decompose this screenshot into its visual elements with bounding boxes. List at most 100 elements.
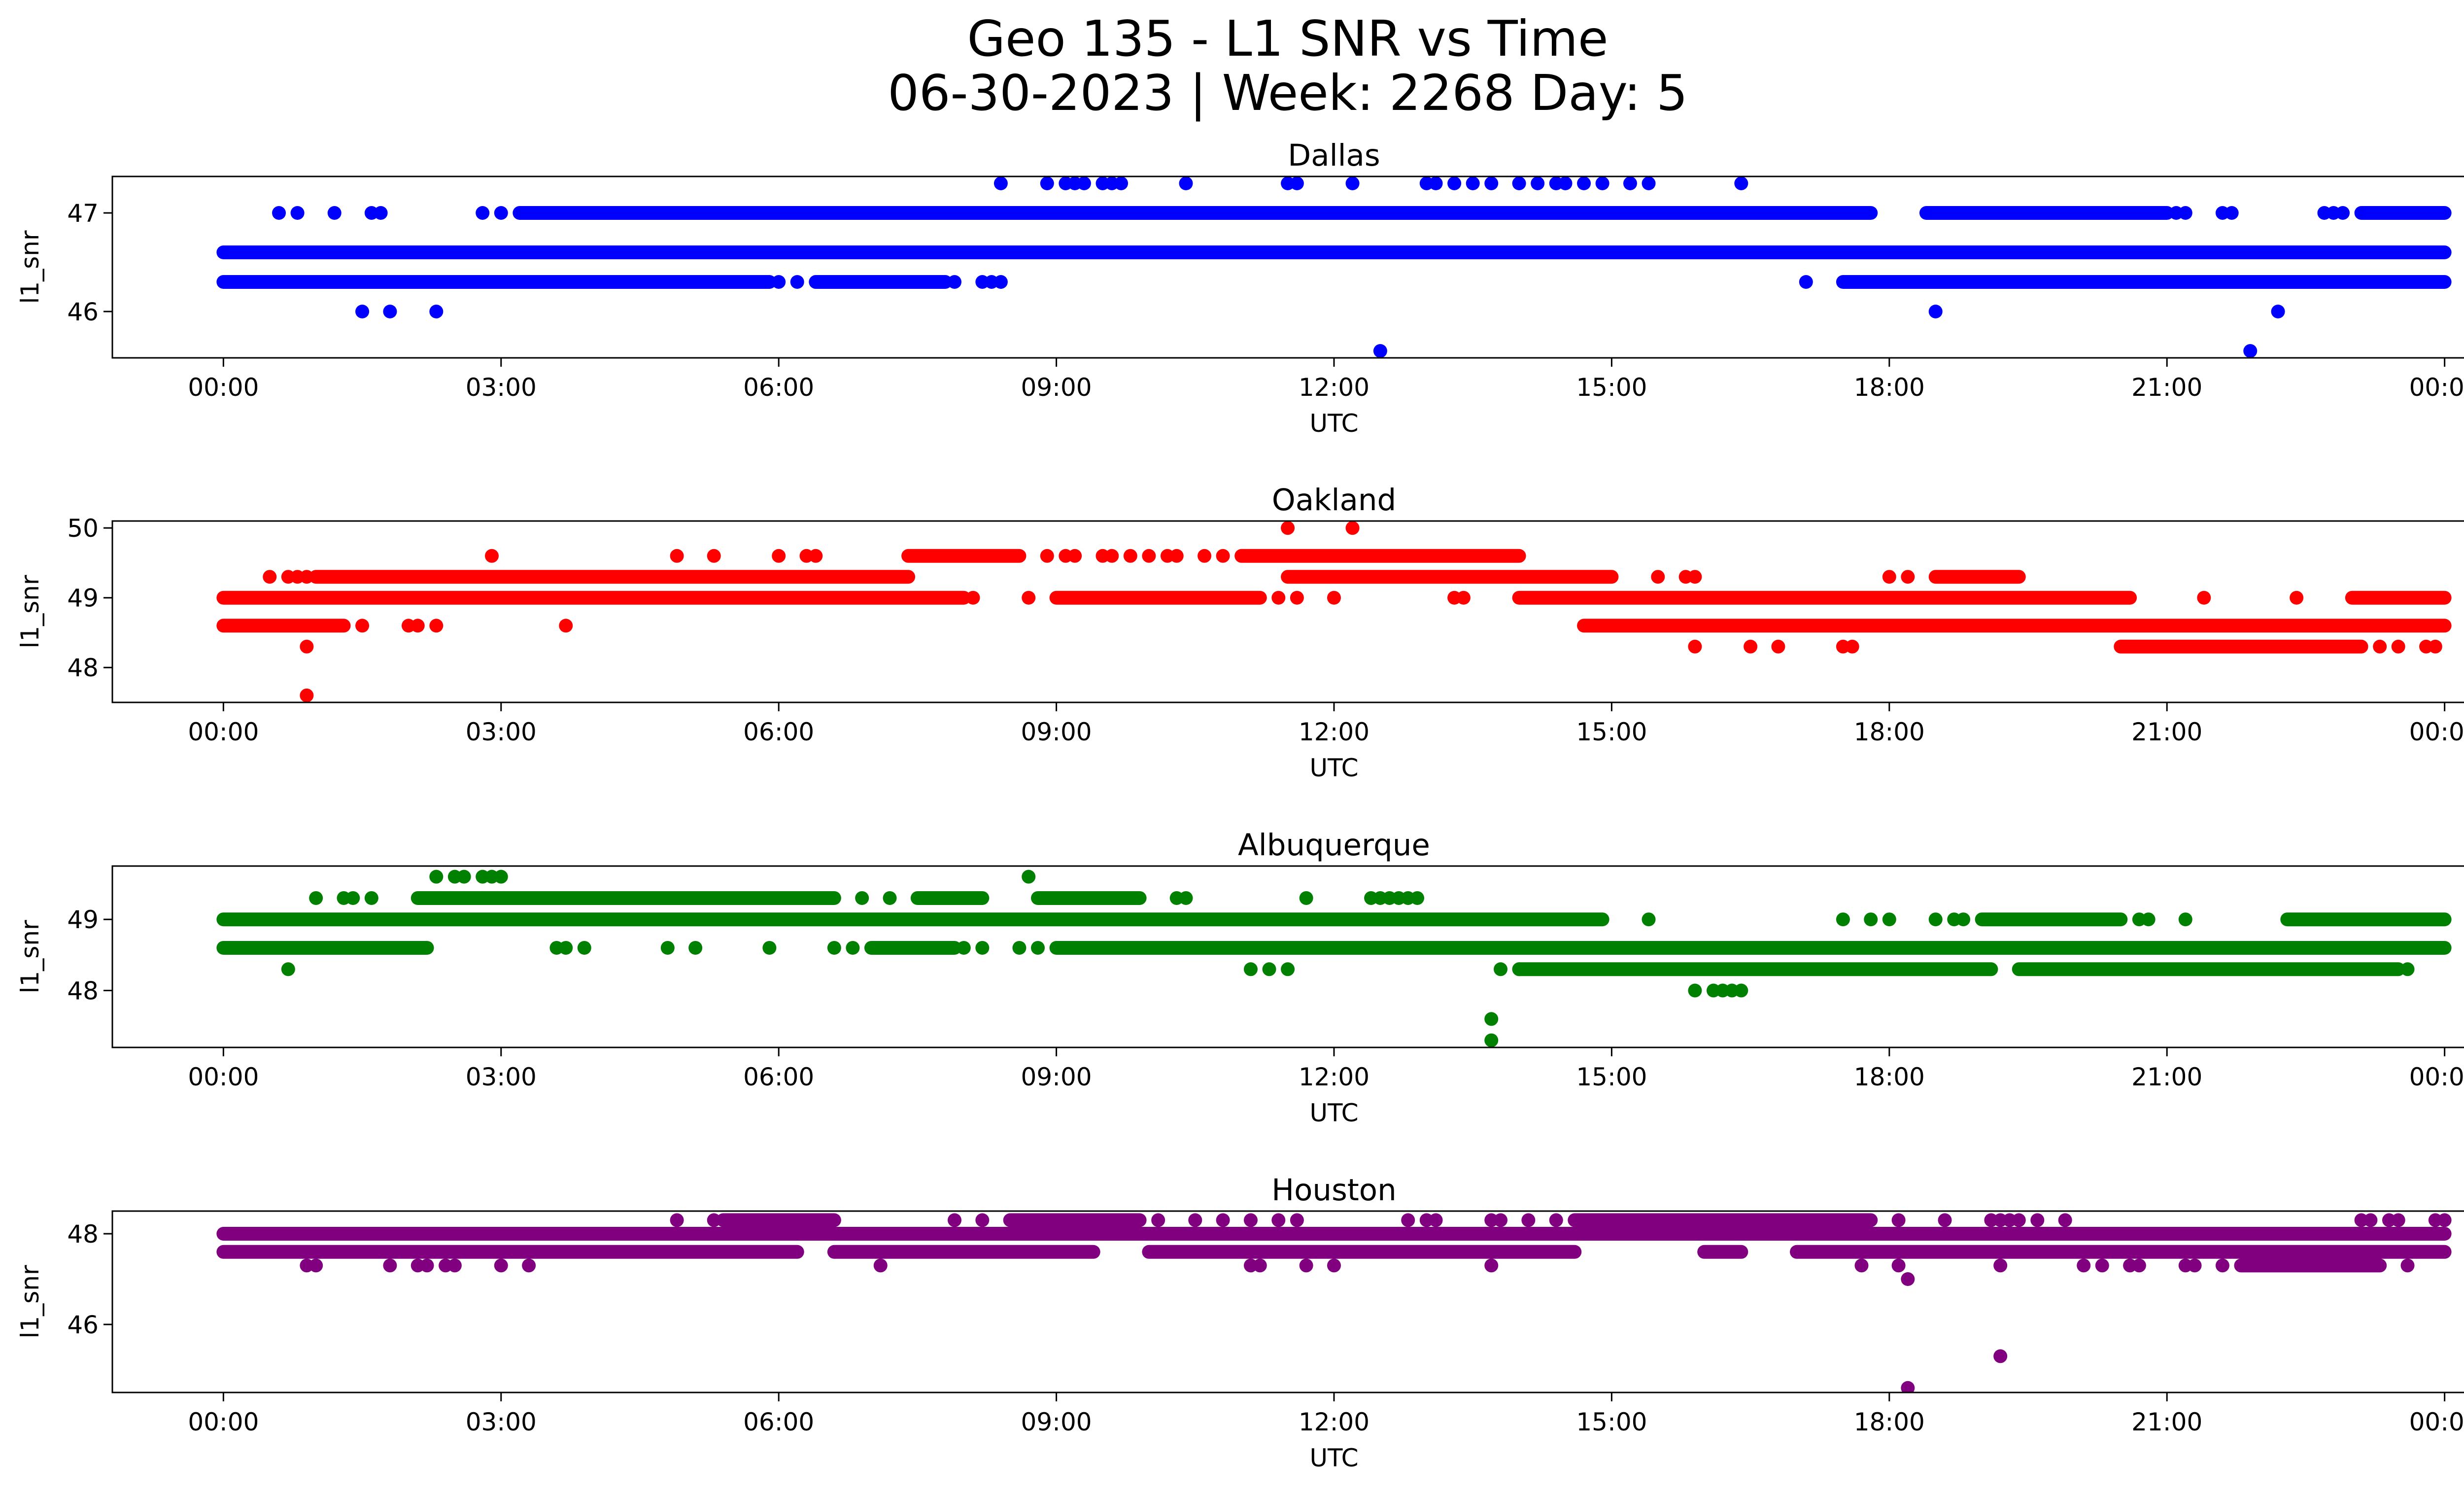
data-point (772, 275, 786, 289)
data-point (1216, 549, 1230, 563)
data-point (1466, 176, 1480, 190)
data-point (2391, 639, 2405, 654)
data-point (1882, 570, 1896, 584)
data-point (494, 869, 508, 884)
data-point (374, 206, 388, 220)
data-point (2373, 639, 2387, 654)
x-tick-label: 12:00 (1299, 718, 1369, 746)
data-point (1642, 176, 1656, 190)
data-point (1179, 891, 1193, 905)
data-point (2030, 1213, 2045, 1227)
x-axis-label: UTC (1309, 1099, 1358, 1127)
y-tick-label: 50 (67, 514, 99, 543)
data-point (1484, 1012, 1499, 1026)
data-point (2058, 1213, 2072, 1227)
data-point (364, 891, 378, 905)
x-tick-label: 18:00 (1854, 1408, 1925, 1436)
x-tick-label: 00:00 (2409, 1063, 2464, 1091)
data-point (1114, 176, 1129, 190)
x-axis-label: UTC (1309, 1444, 1358, 1472)
data-point (1901, 570, 1915, 584)
data-point (2141, 912, 2156, 927)
data-point (1891, 1213, 1906, 1227)
x-tick-label: 18:00 (1854, 718, 1925, 746)
data-point (1077, 176, 1091, 190)
data-point (1595, 176, 1609, 190)
data-point (476, 206, 490, 220)
data-point (1429, 1213, 1443, 1227)
y-tick-label: 49 (67, 905, 99, 934)
subplot-albuquerque (103, 865, 2464, 1056)
data-point (2178, 912, 2192, 927)
data-point (1836, 912, 1850, 927)
data-point (1771, 639, 1785, 654)
data-point (1429, 176, 1443, 190)
data-point (670, 1213, 684, 1227)
figure-title-line-2: 06-30-2023 | Week: 2268 Day: 5 (888, 64, 1688, 122)
data-point (2132, 1258, 2146, 1273)
data-point (1169, 549, 1184, 563)
data-point (1151, 1213, 1165, 1227)
data-point (1040, 176, 1054, 190)
data-point (1484, 176, 1499, 190)
y-tick-label: 48 (67, 977, 99, 1006)
x-tick-label: 21:00 (2131, 373, 2202, 402)
x-tick-label: 03:00 (466, 373, 537, 402)
data-point (1031, 940, 1045, 955)
x-tick-label: 15:00 (1576, 373, 1647, 402)
data-point (1040, 549, 1054, 563)
data-point (1216, 1213, 1230, 1227)
data-point (1198, 549, 1212, 563)
data-point (355, 619, 370, 633)
series-points (216, 1213, 2452, 1392)
x-tick-label: 00:00 (188, 718, 259, 746)
data-point (559, 619, 573, 633)
x-tick-label: 00:00 (188, 1063, 259, 1091)
data-point (2290, 591, 2304, 605)
x-axis-label: UTC (1309, 754, 1358, 782)
data-point (809, 549, 823, 563)
data-point (300, 570, 314, 584)
x-tick-label: 12:00 (1299, 1408, 1369, 1436)
data-point (1956, 912, 1971, 927)
data-point (1105, 549, 1119, 563)
data-point (1494, 962, 1508, 976)
x-tick-label: 00:00 (2409, 1408, 2464, 1436)
data-point (522, 1258, 536, 1273)
x-tick-label: 12:00 (1299, 1063, 1369, 1091)
data-point (1651, 570, 1665, 584)
data-point (1345, 521, 1360, 535)
data-point (2224, 206, 2239, 220)
x-tick-label: 15:00 (1576, 1063, 1647, 1091)
data-point (1262, 962, 1276, 976)
data-point (494, 1258, 508, 1273)
x-tick-label: 21:00 (2131, 1408, 2202, 1436)
data-point (2363, 1213, 2378, 1227)
data-point (1022, 591, 1036, 605)
data-point (975, 940, 990, 955)
data-point (1243, 1213, 1258, 1227)
data-point (2077, 1258, 2091, 1273)
data-point (281, 962, 295, 976)
subplot-dallas (103, 175, 2464, 367)
x-tick-label: 03:00 (466, 1063, 537, 1091)
data-point (975, 1213, 990, 1227)
data-point (300, 688, 314, 702)
axes-frame (111, 175, 2464, 359)
data-point (1179, 176, 1193, 190)
data-point (355, 305, 370, 318)
data-point (1901, 1381, 1915, 1392)
data-point (1271, 1213, 1286, 1227)
data-point (1928, 305, 1943, 318)
data-point (1744, 639, 1758, 654)
data-point (1623, 176, 1637, 190)
data-point (827, 940, 841, 955)
data-point (1281, 521, 1295, 535)
data-point (429, 619, 444, 633)
x-tick-label: 06:00 (743, 1063, 814, 1091)
data-point (327, 206, 342, 220)
data-point (1456, 591, 1471, 605)
y-tick-label: 46 (67, 1311, 99, 1339)
data-point (1253, 1258, 1267, 1273)
